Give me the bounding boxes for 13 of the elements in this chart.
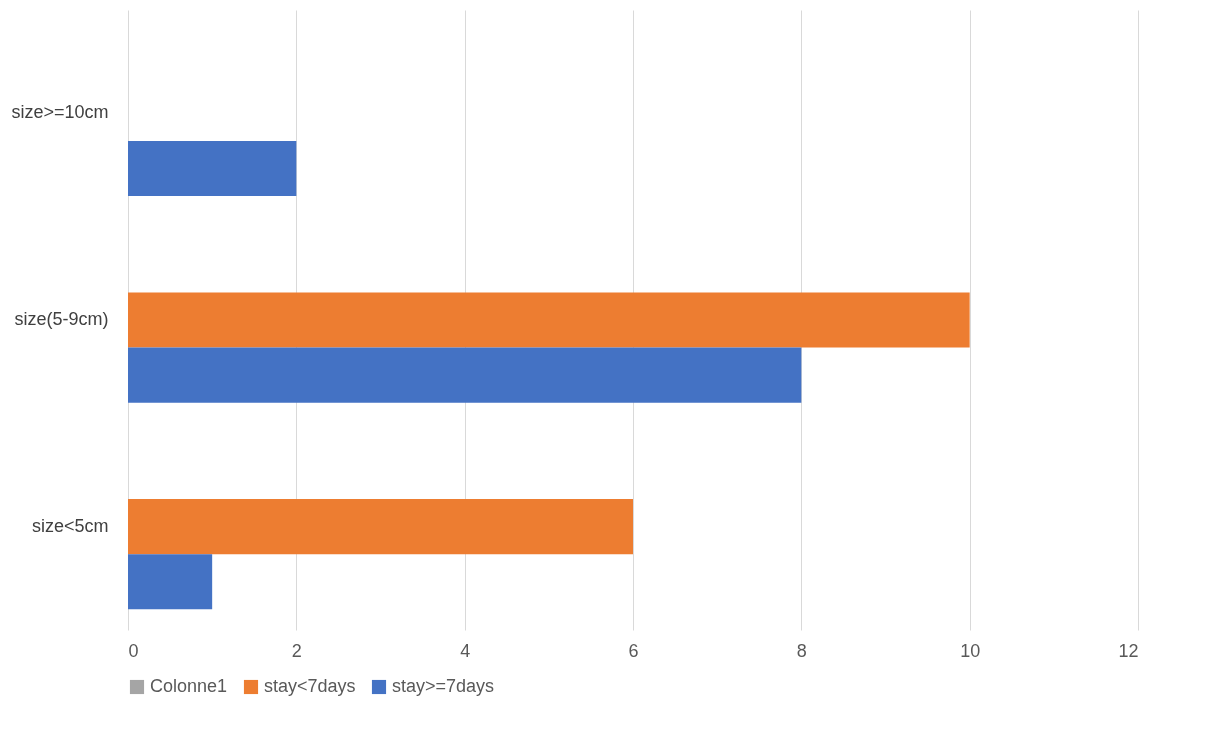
- x-tick-label: 12: [1118, 640, 1139, 661]
- x-tick-label: 6: [628, 640, 639, 661]
- legend-label: Colonne1: [150, 676, 228, 696]
- y-tick-label: size<5cm: [31, 515, 109, 536]
- x-tick-label: 8: [796, 640, 807, 661]
- legend-label: stay>=7days: [392, 676, 495, 696]
- y-tick-label: size(5-9cm): [14, 309, 109, 329]
- x-tick-label: 0: [128, 640, 139, 661]
- x-tick-label: 10: [960, 640, 981, 661]
- x-tick-label: 4: [460, 640, 471, 661]
- y-tick-label: size>=10cm: [11, 102, 109, 123]
- x-tick-label: 2: [291, 640, 302, 661]
- legend-label: stay<7days: [264, 676, 356, 696]
